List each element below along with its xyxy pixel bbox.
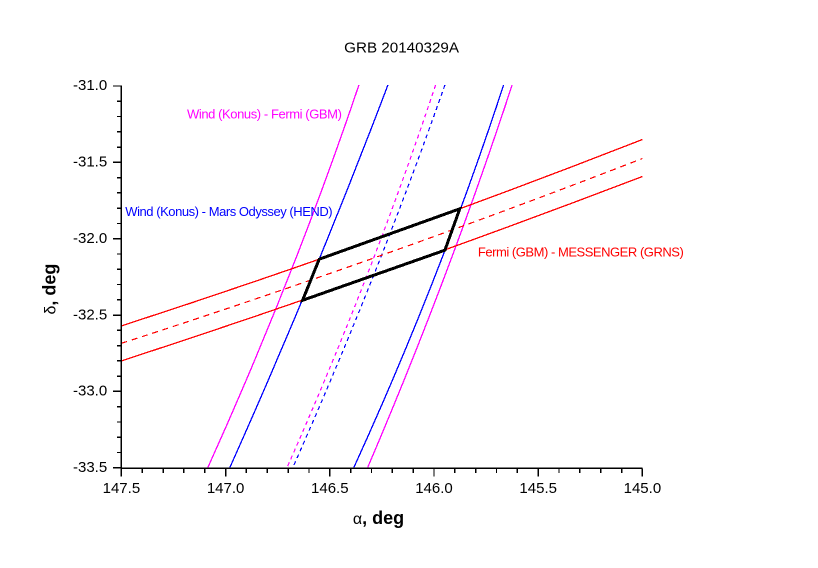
svg-text:-33.5: -33.5 — [73, 459, 107, 476]
svg-text:α, deg: α, deg — [353, 508, 404, 528]
svg-text:Fermi (GBM) - MESSENGER (GRNS): Fermi (GBM) - MESSENGER (GRNS) — [478, 245, 684, 260]
svg-text:GRB 20140329A: GRB 20140329A — [344, 40, 460, 57]
svg-text:-33.0: -33.0 — [73, 383, 107, 400]
svg-text:145.5: 145.5 — [519, 480, 557, 497]
svg-text:-31.5: -31.5 — [73, 154, 107, 171]
svg-text:146.5: 146.5 — [311, 480, 349, 497]
svg-text:δ, deg: δ, deg — [40, 264, 60, 315]
svg-text:147.5: 147.5 — [103, 480, 141, 497]
svg-text:Wind (Konus) - Mars Odyssey (H: Wind (Konus) - Mars Odyssey (HEND) — [125, 204, 332, 219]
svg-text:Wind (Konus) - Fermi (GBM): Wind (Konus) - Fermi (GBM) — [187, 107, 342, 122]
svg-text:146.0: 146.0 — [415, 480, 453, 497]
svg-text:-32.5: -32.5 — [73, 306, 107, 323]
svg-text:145.0: 145.0 — [624, 480, 662, 497]
svg-text:-31.0: -31.0 — [73, 77, 107, 94]
svg-text:-32.0: -32.0 — [73, 230, 107, 247]
svg-text:147.0: 147.0 — [207, 480, 245, 497]
